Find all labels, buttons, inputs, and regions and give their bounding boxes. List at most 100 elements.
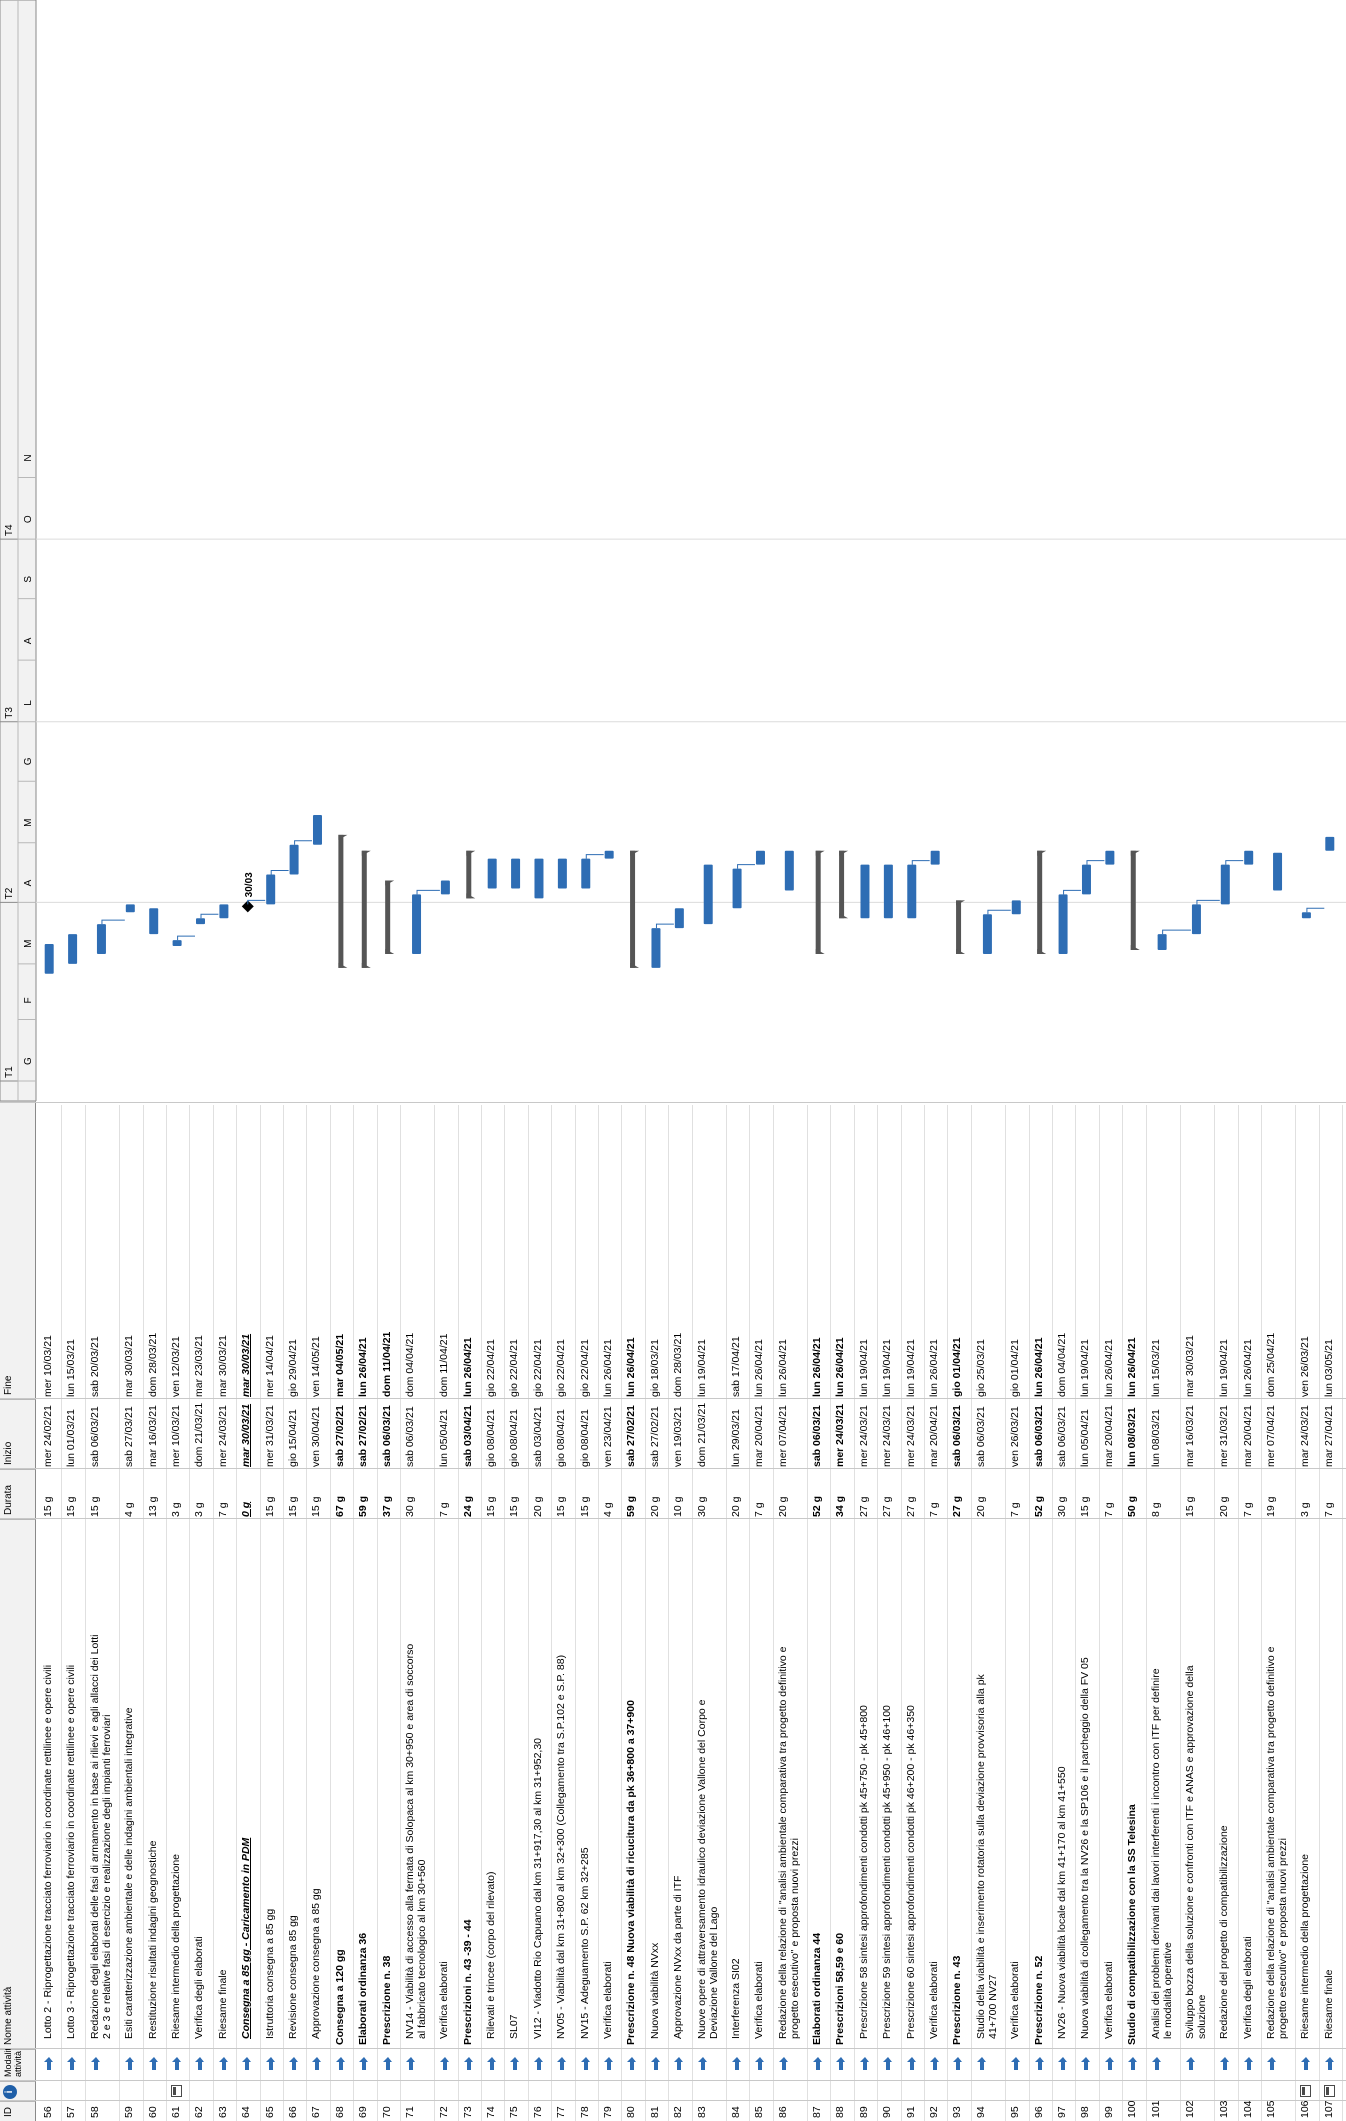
task-id: 58 [88, 2106, 101, 2118]
task-id: 85 [753, 2106, 766, 2118]
task-duration: 7 g [1102, 1502, 1115, 1517]
task-name[interactable]: Verifica elaborati [753, 1961, 766, 2039]
task-name[interactable]: Lotto 2 - Riprogettazione tracciato ferr… [42, 1664, 54, 2039]
header-duration[interactable]: Durata [0, 1469, 36, 1519]
auto-schedule-icon [1081, 2057, 1091, 2070]
task-name[interactable]: Studio della viabilità e inserimento rot… [974, 1674, 987, 2039]
task-end: lun 26/04/21 [753, 1339, 766, 1397]
header-info[interactable]: i [0, 2081, 36, 2101]
task-id: 76 [531, 2106, 544, 2118]
auto-schedule-icon [813, 2057, 822, 2070]
auto-schedule-icon [1057, 2057, 1067, 2070]
auto-schedule-icon [1104, 2057, 1114, 2070]
task-name[interactable]: Riesame intermedio della progettazione [169, 1853, 182, 2039]
task-name[interactable]: Verifica elaborati [1009, 1961, 1022, 2039]
task-duration: 52 g [811, 1495, 823, 1517]
task-name[interactable]: Verifica elaborati [602, 1961, 614, 2039]
task-id: 56 [42, 2106, 54, 2118]
row-divider [353, 1105, 355, 2121]
task-name[interactable]: Prescrizione n. 38 [380, 1955, 393, 2045]
task-name[interactable]: Riesame finale [1322, 1969, 1335, 2039]
task-duration: 15 g [88, 1496, 101, 1517]
task-name[interactable]: Nuova viabilità di collegamento tra la N… [1079, 1657, 1092, 2039]
task-name[interactable]: Prescrizioni n. 43 -39 - 44 [461, 1919, 474, 2045]
row-divider [853, 1105, 855, 2121]
row-divider [1051, 1105, 1053, 2121]
task-name[interactable]: Verifica elaborati [928, 1961, 940, 2039]
auto-schedule-icon [930, 2057, 939, 2070]
task-name[interactable]: Verifica degli elaborati [193, 1936, 206, 2039]
task-duration: 7 g [753, 1502, 766, 1517]
task-name[interactable]: NV14 - Viabilità di accesso alla fermata… [403, 1643, 416, 2039]
task-id: 94 [974, 2106, 987, 2118]
task-name[interactable]: Rilevati e trincee (corpo del rilevato) [485, 1871, 497, 2040]
task-start: sab 27/02/21 [648, 1406, 661, 1467]
task-name[interactable]: Prescrizione n. 52 [1032, 1955, 1045, 2045]
task-bar [412, 894, 422, 954]
task-duration: 24 g [461, 1495, 474, 1517]
auto-schedule-icon [125, 2057, 135, 2070]
month-label: O [23, 515, 34, 523]
task-name[interactable]: Redazione del progetto di compatibilizza… [1218, 1825, 1231, 2039]
task-name[interactable]: NV15 - Adeguamento S.P. 62 km 32+285 [578, 1847, 591, 2039]
task-duration: 37 g [380, 1495, 393, 1517]
auto-schedule-icon [195, 2057, 205, 2070]
task-name[interactable]: Riesame intermedio della progettazione [1299, 1853, 1312, 2039]
header-name[interactable]: Nome attività [0, 1519, 36, 2049]
task-name[interactable]: Prescrizione 60 sintesi approfondimenti … [904, 1705, 917, 2039]
auto-schedule-icon [697, 2057, 707, 2070]
task-name[interactable]: Nuova viabilità NVxx [648, 1942, 661, 2039]
task-end: lun 26/04/21 [461, 1337, 474, 1397]
task-duration: 15 g [263, 1496, 276, 1517]
task-name[interactable]: Redazione della relazione di "analisi am… [1264, 1646, 1277, 2039]
task-end: lun 26/04/21 [811, 1337, 823, 1397]
task-duration: 7 g [1322, 1502, 1335, 1517]
header-mode[interactable]: Modalità attività [0, 2043, 36, 2081]
task-name[interactable]: Consegna a 120 gg [333, 1949, 346, 2045]
task-name[interactable]: Sviluppo bozza della soluzione e confron… [1183, 1665, 1196, 2039]
header-start[interactable]: Inizio [0, 1399, 36, 1469]
task-id: 88 [834, 2106, 847, 2118]
task-end: dom 25/04/21 [1264, 1332, 1277, 1397]
task-name[interactable]: Approvazione consegna a 85 gg [310, 1888, 323, 2039]
task-name[interactable]: Redazione degli elaborati delle fasi di … [88, 1634, 101, 2039]
header-duration-label: Durata [3, 1484, 14, 1515]
task-start: gio 15/04/21 [286, 1409, 299, 1467]
task-name[interactable]: Verifica degli elaborati [1241, 1936, 1254, 2039]
task-bar [1081, 864, 1091, 895]
info-icon: i [3, 2085, 17, 2099]
task-name[interactable]: Prescrizioni 58,59 e 60 [834, 1932, 847, 2045]
header-id[interactable]: ID [0, 2101, 36, 2121]
task-name[interactable]: Nuove opere di attraversamento idraulico… [695, 1699, 708, 2039]
task-name[interactable]: Lotto 3 - Riprogettazione tracciato ferr… [65, 1664, 78, 2039]
task-name[interactable]: Interferenza SI02 [729, 1958, 742, 2039]
task-name[interactable]: Istruttoria consegna a 85 gg [263, 1908, 276, 2039]
task-end: lun 19/04/21 [881, 1339, 894, 1397]
task-name[interactable]: Revisione consegna 85 gg [286, 1915, 299, 2039]
task-end: ven 12/03/21 [169, 1336, 182, 1397]
task-name[interactable]: Verifica elaborati [1102, 1961, 1115, 2039]
task-name[interactable]: Analisi dei problemi derivanti dai lavor… [1149, 1668, 1162, 2039]
task-name[interactable]: Prescrizione n. 43 [951, 1955, 964, 2045]
task-name[interactable]: Elaborati ordinanza 44 [811, 1932, 823, 2045]
task-id: 102 [1183, 2100, 1196, 2118]
task-name[interactable]: Elaborati ordinanza 36 [357, 1932, 370, 2045]
task-name[interactable]: NV26 - Nuova viabilità locale dal km 41+… [1055, 1766, 1068, 2039]
task-name[interactable]: Restituzione risultati indagini geognost… [146, 1840, 159, 2039]
task-name[interactable]: Prescrizione n. 48 Nuova viabilità di ri… [625, 1700, 638, 2045]
task-name[interactable]: Redazione della relazione di "analisi am… [776, 1646, 789, 2039]
task-name[interactable]: Consegna a 85 gg - Caricamento in PDM [240, 1837, 253, 2039]
task-bar [149, 908, 159, 935]
task-name[interactable]: Esiti caratterizzazione ambientale e del… [123, 1707, 136, 2039]
header-end[interactable]: Fine [0, 1101, 36, 1399]
task-name[interactable]: VI12 - Viadotto Rio Capuano dal km 31+91… [531, 1737, 544, 2039]
task-name[interactable]: Studio di compatibilizzazione con la SS … [1126, 1804, 1139, 2045]
task-name[interactable]: SL07 [508, 2014, 521, 2039]
task-name[interactable]: Prescrizione 58 sintesi approfondimenti … [857, 1705, 870, 2039]
task-name[interactable]: Riesame finale [216, 1969, 229, 2039]
task-name[interactable]: NV05 - Viabilità dal km 31+800 al km 32+… [555, 1654, 568, 2039]
row-divider [830, 1105, 832, 2121]
task-name[interactable]: Verifica elaborati [438, 1961, 451, 2039]
task-name[interactable]: Prescrizione 59 sintesi approfondimenti … [881, 1705, 894, 2039]
task-name[interactable]: Approvazione NVxx da parte di ITF [672, 1875, 685, 2039]
